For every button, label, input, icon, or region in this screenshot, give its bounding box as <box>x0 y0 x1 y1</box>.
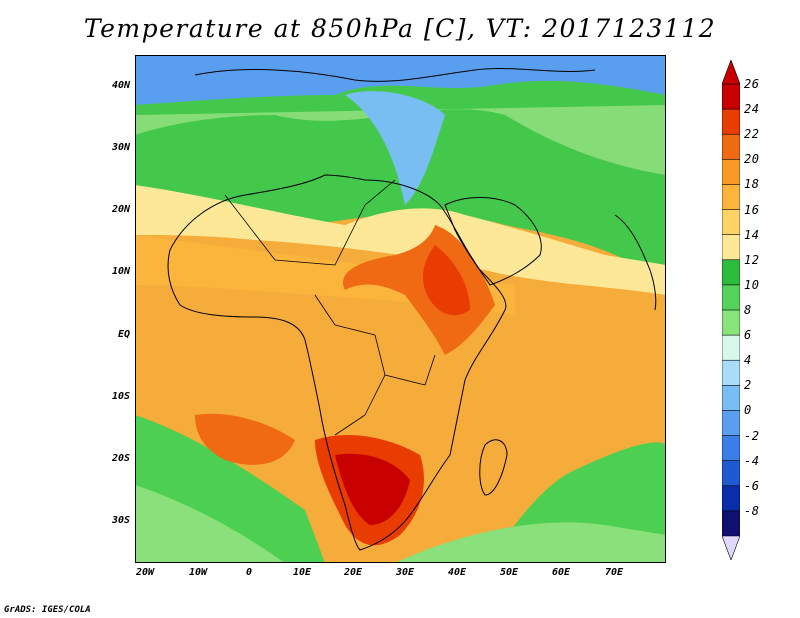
horn-core <box>423 245 470 316</box>
grads-credit: GrADS: IGES/COLA <box>4 605 91 615</box>
colorbar-label: 4 <box>744 353 752 368</box>
angola-hot <box>195 413 295 465</box>
colorbar-label: -2 <box>744 428 760 443</box>
lon-label: 50E <box>499 567 519 578</box>
lat-label: 10S <box>111 391 130 402</box>
colorbar-label: 16 <box>744 202 760 217</box>
colorbar-swatch <box>722 435 740 462</box>
colorbar-swatch <box>722 385 740 412</box>
colorbar-swatch <box>722 460 740 487</box>
colorbar-swatch <box>722 510 740 537</box>
colorbar-label: 12 <box>744 252 760 267</box>
colorbar-label: 20 <box>744 152 760 167</box>
lon-label: 10E <box>292 567 312 578</box>
lat-label: 20S <box>111 453 130 464</box>
lon-label: 0 <box>245 567 253 578</box>
colorbar-swatch <box>722 83 740 110</box>
temperature-map <box>135 55 666 563</box>
lat-label: 20N <box>111 204 130 215</box>
sahara-yellow <box>135 185 666 295</box>
colorbar-label: 6 <box>744 328 752 343</box>
map-frame <box>135 55 666 563</box>
colorbar-label: 24 <box>744 102 760 117</box>
colorbar-label: 2 <box>744 378 752 393</box>
colorbar-swatch <box>722 184 740 211</box>
lat-label: 40N <box>111 80 130 91</box>
colorbar-swatch <box>722 485 740 512</box>
lon-label: 30E <box>395 567 415 578</box>
lon-label: 40E <box>447 567 467 578</box>
lon-label: 20E <box>343 567 363 578</box>
colorbar-swatch <box>722 284 740 311</box>
colorbar-swatch <box>722 234 740 261</box>
arabia-coastline <box>444 197 542 286</box>
colorbar-max-arrow <box>722 60 740 85</box>
north-light-green <box>135 105 666 175</box>
colorbar-label: -8 <box>744 503 760 518</box>
lon-label: 10W <box>188 567 208 578</box>
colorbar-swatch <box>722 334 740 361</box>
lon-label: 20W <box>135 567 155 578</box>
south-light-green <box>135 485 285 563</box>
colorbar-min-arrow <box>722 535 740 560</box>
horn-hotspot <box>343 225 495 355</box>
lon-label: 60E <box>551 567 571 578</box>
mediterranean-blue <box>345 91 445 205</box>
map-title: Temperature at 850hPa [C], VT: 201712311… <box>83 14 717 43</box>
colorbar-label: 10 <box>744 277 760 292</box>
colorbar-swatch <box>722 359 740 386</box>
europe-coastline <box>194 68 596 82</box>
country-borders <box>224 179 436 436</box>
lat-label: 30N <box>111 142 130 153</box>
lat-label: EQ <box>117 329 130 340</box>
lat-label: 10N <box>111 266 130 277</box>
lon-label: 70E <box>604 567 624 578</box>
colorbar-label: 8 <box>744 303 752 317</box>
colorbar-swatch <box>722 309 740 336</box>
colorbar-label: 14 <box>744 227 760 242</box>
colorbar-label: 22 <box>744 127 760 142</box>
lat-label: 30S <box>111 515 130 526</box>
colorbar-swatch <box>722 108 740 135</box>
colorbar-label: 0 <box>744 403 752 418</box>
colorbar-label: -4 <box>744 453 760 468</box>
southern-africa-core <box>335 453 410 525</box>
india-coastline <box>614 214 657 311</box>
madagascar <box>479 439 508 496</box>
colorbar <box>722 60 740 560</box>
colorbar-label: 18 <box>744 177 760 192</box>
colorbar-swatch <box>722 159 740 186</box>
south-light-green-east <box>395 522 666 563</box>
colorbar-swatch <box>722 209 740 236</box>
colorbar-label: -6 <box>744 478 760 493</box>
colorbar-label: 26 <box>744 77 760 91</box>
colorbar-swatch <box>722 259 740 286</box>
colorbar-swatch <box>722 133 740 160</box>
colorbar-swatch <box>722 410 740 437</box>
